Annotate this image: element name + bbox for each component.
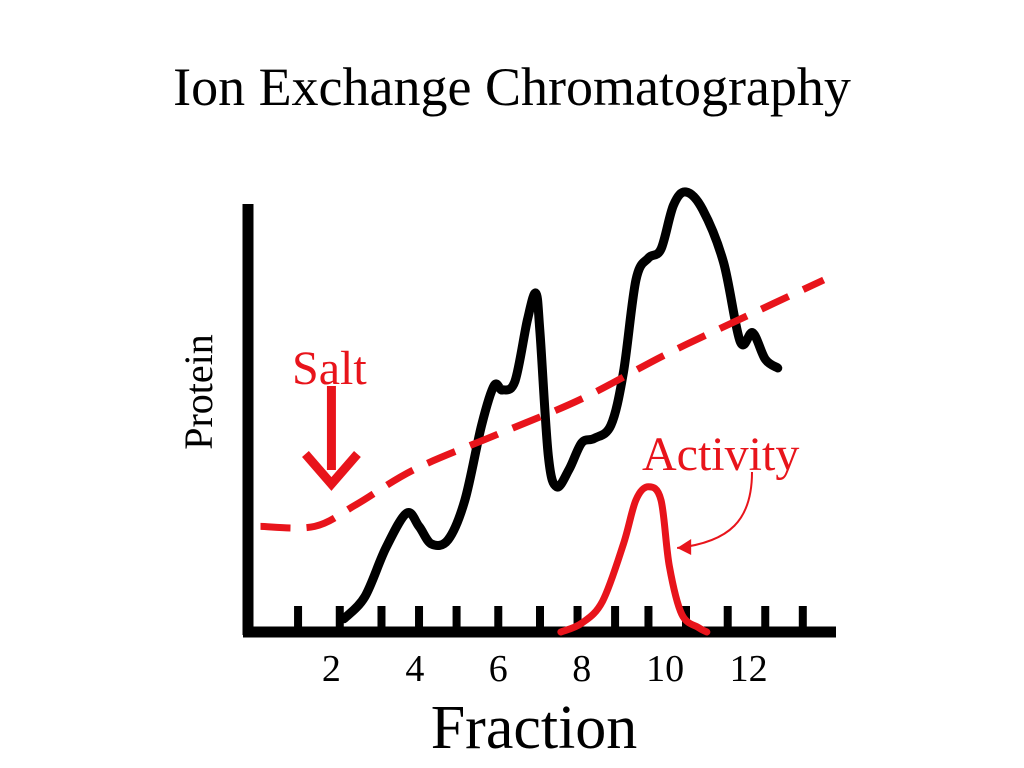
series-line-salt bbox=[260, 276, 826, 532]
x-tick-label: 12 bbox=[730, 648, 768, 690]
x-tick-label: 8 bbox=[572, 648, 591, 690]
x-tick-label: 10 bbox=[646, 648, 684, 690]
x-tick-label: 6 bbox=[489, 648, 508, 690]
series-group bbox=[260, 187, 826, 636]
activity-arrow-head bbox=[677, 539, 692, 555]
x-tick-labels: 2 4 6 8 10 12 bbox=[322, 648, 768, 690]
x-tick-label: 4 bbox=[405, 648, 424, 690]
x-tick-label: 2 bbox=[322, 648, 341, 690]
series-line-protein bbox=[339, 187, 783, 624]
series-line-activity bbox=[557, 483, 711, 636]
chart-title: Ion Exchange Chromatography bbox=[173, 57, 851, 117]
x-axis-label: Fraction bbox=[431, 694, 638, 762]
y-axis-label: Protein bbox=[176, 334, 221, 450]
activity-label: Activity bbox=[642, 428, 799, 481]
salt-arrow-head bbox=[302, 451, 361, 491]
activity-arrow-curve bbox=[677, 471, 753, 549]
